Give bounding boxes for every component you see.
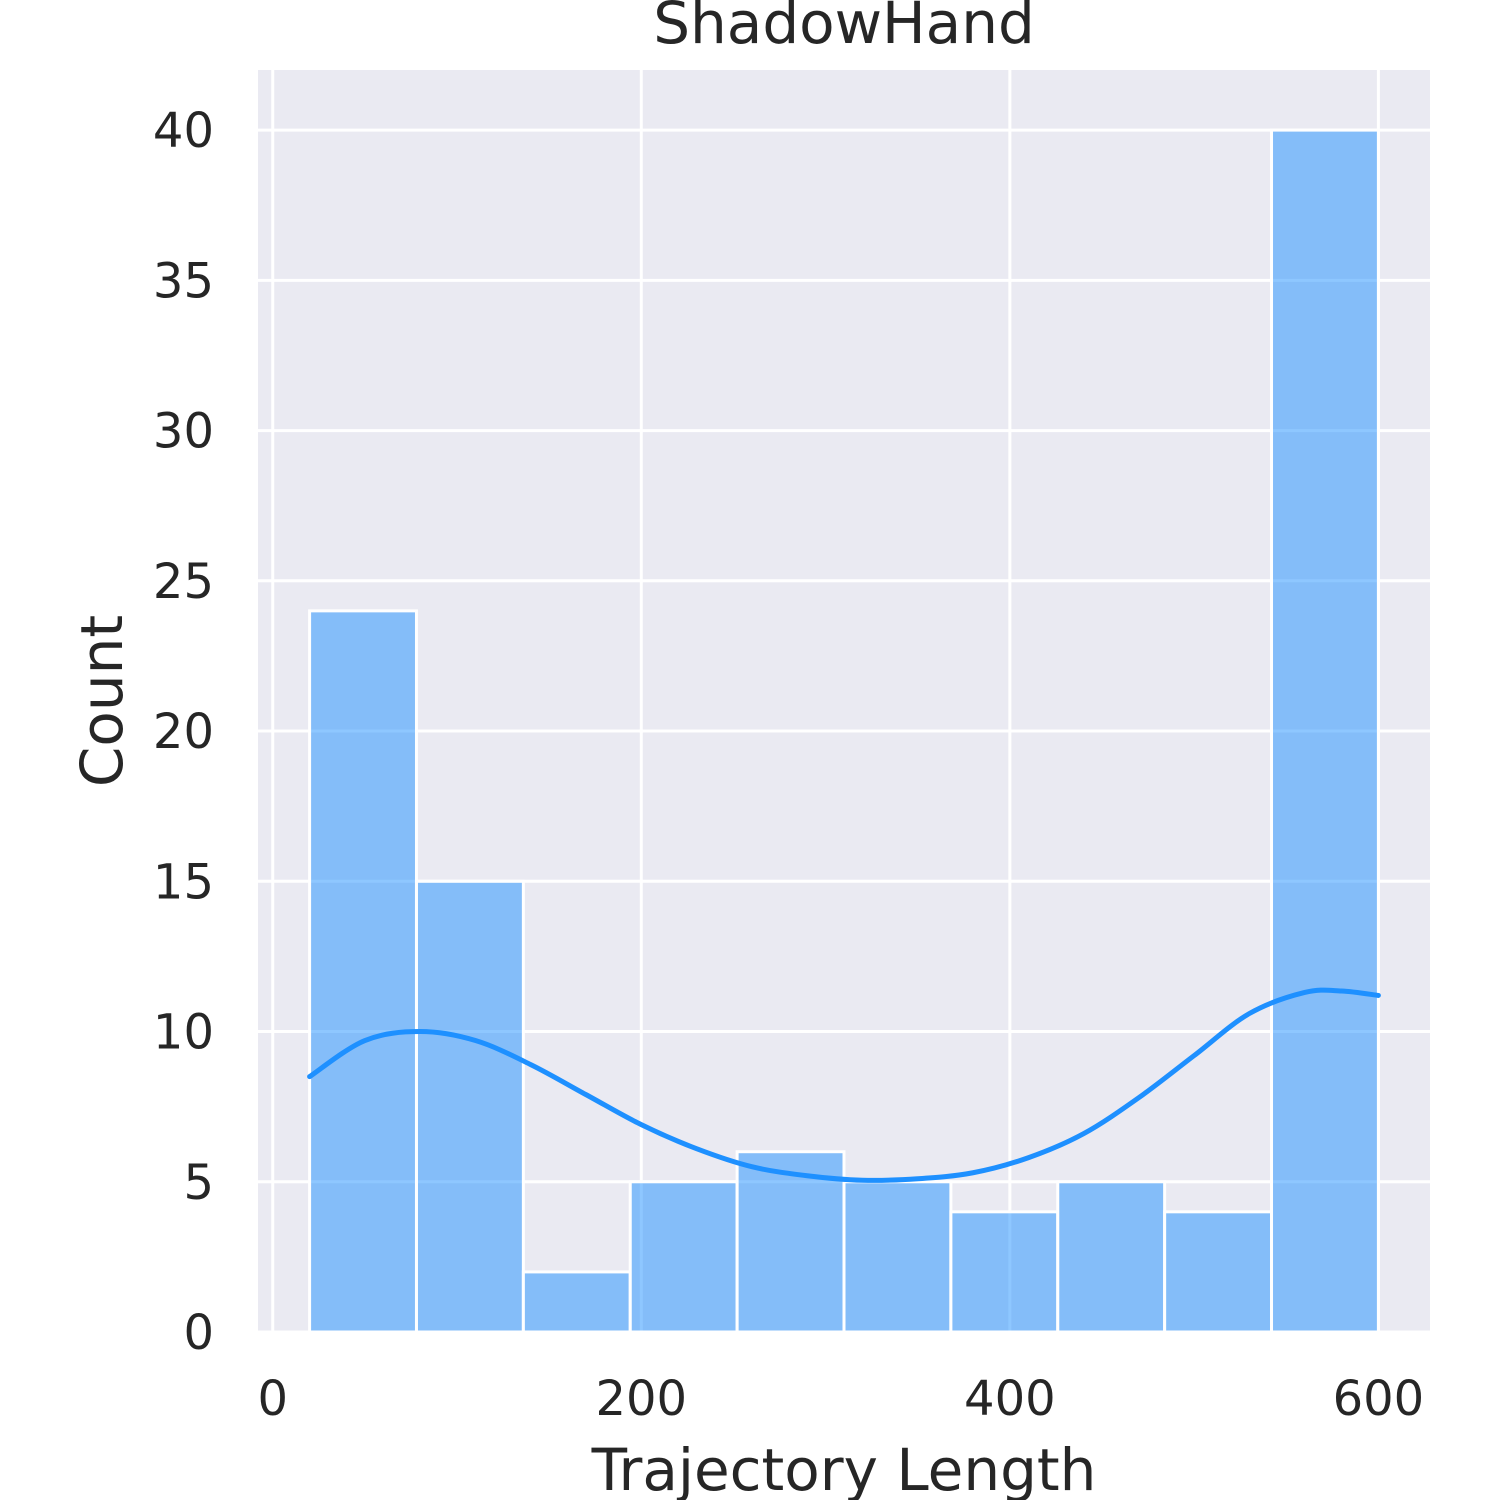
histogram-bar bbox=[949, 1210, 1060, 1334]
y-tick-label: 35 bbox=[153, 253, 214, 309]
chart-title: ShadowHand bbox=[653, 0, 1035, 57]
y-tick-labels: 0 5 10 15 20 25 30 35 40 bbox=[153, 103, 214, 1361]
y-tick-label: 20 bbox=[153, 704, 214, 760]
x-tick-label: 0 bbox=[257, 1371, 288, 1427]
kde-curve bbox=[307, 987, 1381, 1183]
x-tick-label: 400 bbox=[964, 1371, 1056, 1427]
histogram-bar bbox=[1270, 128, 1380, 1334]
y-tick-label: 15 bbox=[153, 854, 214, 910]
x-tick-labels: 0 200 400 600 bbox=[257, 1371, 1424, 1427]
x-axis-label: Trajectory Length bbox=[591, 1436, 1097, 1500]
x-tick-label: 200 bbox=[595, 1371, 687, 1427]
y-tick-label: 10 bbox=[153, 1005, 214, 1061]
y-tick-label: 5 bbox=[183, 1155, 214, 1211]
y-axis-label: Count bbox=[68, 615, 136, 787]
y-tick-label: 25 bbox=[153, 554, 214, 610]
x-tick-label: 600 bbox=[1333, 1371, 1425, 1427]
histogram-bar bbox=[414, 879, 525, 1334]
histogram-bar bbox=[735, 1150, 846, 1334]
histogram-bar bbox=[842, 1180, 953, 1334]
y-tick-label: 40 bbox=[153, 103, 214, 159]
histogram-bar bbox=[1056, 1180, 1167, 1334]
histogram-bar bbox=[628, 1180, 739, 1334]
histogram-bar bbox=[308, 609, 418, 1334]
y-tick-label: 30 bbox=[153, 404, 214, 460]
bars bbox=[308, 128, 1380, 1334]
histogram-bar bbox=[521, 1270, 632, 1334]
y-tick-label: 0 bbox=[183, 1305, 214, 1361]
histogram-bar bbox=[1163, 1210, 1274, 1334]
